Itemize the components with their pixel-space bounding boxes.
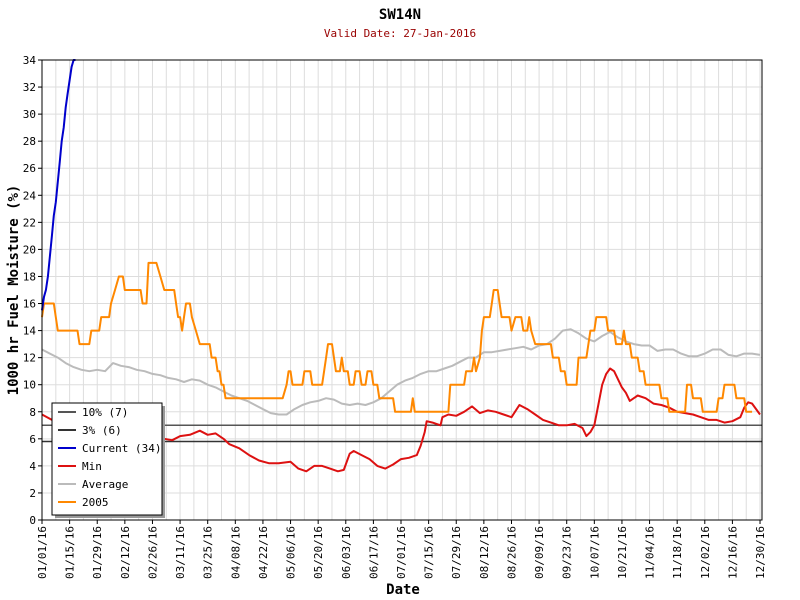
x-tick-label: 10/21/16 [616,526,629,579]
x-tick-label: 03/11/16 [174,526,187,579]
x-tick-label: 01/01/16 [36,526,49,579]
legend-items: 10% (7) 3% (6) Current (34) Min Average 2005 [58,406,161,509]
legend-label: Current (34) [82,442,161,455]
series-layer [41,59,762,473]
y-tick-label: 24 [23,189,37,202]
y-tick-label: 18 [23,270,36,283]
x-tick-label: 01/29/16 [91,526,104,579]
chart-title: SW14N [379,7,421,23]
x-tick-label: 03/25/16 [202,526,215,579]
y-tick-label: 12 [23,352,36,365]
y-tick-label: 8 [29,406,36,419]
x-tick-label: 02/26/16 [146,526,159,579]
x-tick-label: 12/02/16 [699,526,712,579]
y-tick-label: 20 [23,243,36,256]
x-tick-label: 12/16/16 [726,526,739,579]
y-tick-label: 28 [23,135,36,148]
y-tick-label: 26 [23,162,36,175]
x-tick-label: 07/15/16 [423,526,436,579]
y-tick-label: 6 [29,433,36,446]
y-tick-label: 14 [23,325,37,338]
y-tick-label: 10 [23,379,36,392]
x-tick-label: 10/07/16 [588,526,601,579]
x-tick-label: 09/09/16 [533,526,546,579]
series-line-min [41,367,761,473]
legend-label: Average [82,478,128,491]
x-tick-label: 05/06/16 [285,526,298,579]
legend-label: 2005 [82,496,109,509]
x-axis: 01/01/16 01/15/16 01/29/16 02/12/16 02/26/16… [36,520,767,579]
y-tick-label: 30 [23,108,36,121]
x-tick-label: 12/30/16 [754,526,767,579]
y-tick-label: 0 [29,514,36,527]
x-tick-label: 07/29/16 [450,526,463,579]
y-tick-label: 22 [23,216,36,229]
x-tick-label: 06/17/16 [367,526,380,579]
y-tick-label: 2 [29,487,36,500]
legend-label: 3% (6) [82,424,122,437]
series-line-2005 [41,261,753,413]
plot-frame [41,59,763,521]
x-tick-label: 01/15/16 [64,526,77,579]
series-line-current-34 [41,59,76,311]
chart-subtitle: Valid Date: 27-Jan-2016 [324,27,476,40]
x-tick-label: 08/12/16 [478,526,491,579]
x-tick-label: 11/18/16 [671,526,684,579]
x-tick-label: 07/01/16 [395,526,408,579]
x-tick-label: 05/20/16 [312,526,325,579]
x-tick-label: 11/04/16 [644,526,657,579]
x-tick-label: 04/22/16 [257,526,270,579]
x-tick-label: 08/26/16 [505,526,518,579]
x-tick-label: 04/08/16 [229,526,242,579]
y-tick-label: 32 [23,81,36,94]
y-axis-label: 1000 hr Fuel Moisture (%) [6,185,22,396]
x-tick-label: 09/23/16 [561,526,574,579]
legend-label: Min [82,460,102,473]
legend-label: 10% (7) [82,406,128,419]
x-tick-label: 06/03/16 [340,526,353,579]
y-tick-label: 16 [23,298,36,311]
x-tick-label: 02/12/16 [119,526,132,579]
series-line-average [41,328,761,416]
legend: 10% (7) 3% (6) Current (34) Min Average 2005 [51,402,165,518]
y-tick-label: 34 [23,54,37,67]
y-tick-label: 4 [29,460,36,473]
x-axis-label: Date [386,582,420,598]
legend-box [51,402,163,516]
